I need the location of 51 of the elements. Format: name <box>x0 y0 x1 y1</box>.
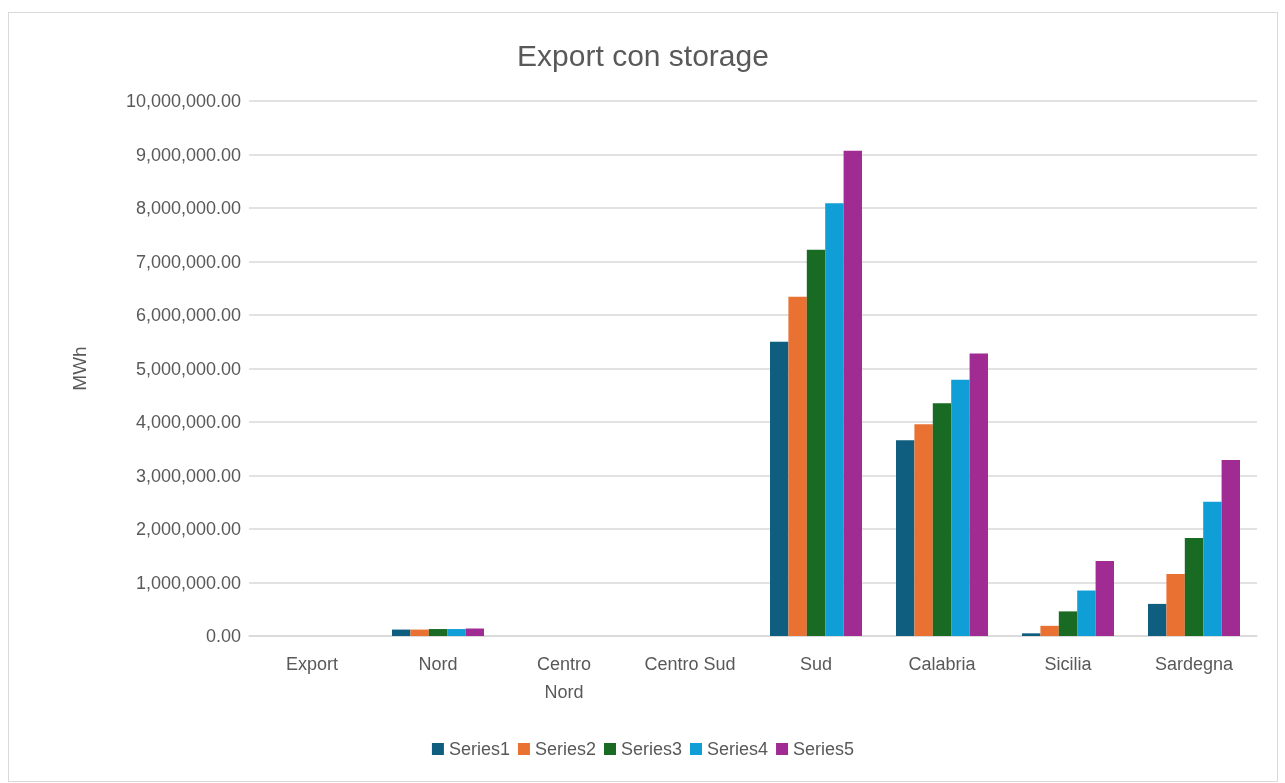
x-tick-label: Centro Sud <box>644 654 736 674</box>
bar <box>410 629 429 636</box>
bar <box>1022 633 1041 636</box>
x-tick-label: Sardegna <box>1154 654 1235 674</box>
y-tick-label: 8,000,000.00 <box>135 198 241 218</box>
x-tick-label: Sicilia <box>1044 654 1093 674</box>
bar <box>770 341 789 636</box>
bar <box>932 403 952 636</box>
bar <box>843 150 862 636</box>
bar <box>914 424 933 636</box>
legend-label: Series4 <box>707 739 769 759</box>
y-tick-label: 10,000,000.00 <box>125 91 241 111</box>
bar <box>806 249 826 636</box>
bar <box>825 203 844 636</box>
x-tick-label: Centro Nord <box>536 654 592 702</box>
bar <box>447 629 466 636</box>
bar <box>428 629 448 636</box>
bar <box>1095 561 1114 636</box>
bar <box>1166 573 1185 636</box>
bar <box>1184 538 1204 636</box>
bar <box>969 353 988 636</box>
y-tick-label: 4,000,000.00 <box>135 412 241 432</box>
y-axis-title: MWh <box>69 346 90 391</box>
bar <box>1040 625 1059 636</box>
bar <box>1148 603 1167 636</box>
bar <box>465 628 484 636</box>
bar <box>1203 501 1222 636</box>
bar <box>1077 590 1096 636</box>
y-tick-label: 9,000,000.00 <box>135 144 241 165</box>
legend-label: Series2 <box>534 739 596 759</box>
bar <box>392 629 411 636</box>
y-tick-label: 1,000,000.00 <box>135 572 241 593</box>
y-tick-label: 0.00 <box>205 626 241 646</box>
legend-label: Series5 <box>793 739 855 759</box>
y-tick-label: 7,000,000.00 <box>135 251 241 272</box>
bar <box>788 296 807 636</box>
y-tick-label: 5,000,000.00 <box>135 358 241 379</box>
x-tick-label: Sud <box>799 654 833 674</box>
legend-label: Series3 <box>620 739 683 759</box>
bar <box>896 440 915 636</box>
chart-title: Export con storage <box>517 38 769 72</box>
y-tick-label: 6,000,000.00 <box>135 305 241 325</box>
x-tick-label: Calabria <box>908 654 977 674</box>
y-tick-label: 3,000,000.00 <box>135 465 241 486</box>
bar <box>1221 459 1240 636</box>
y-tick-label: 2,000,000.00 <box>135 519 241 539</box>
x-tick-label: Export <box>285 654 339 674</box>
legend-label: Series1 <box>448 739 510 759</box>
bar <box>1058 611 1078 636</box>
x-tick-label: Nord <box>418 654 458 674</box>
bar <box>951 379 970 636</box>
